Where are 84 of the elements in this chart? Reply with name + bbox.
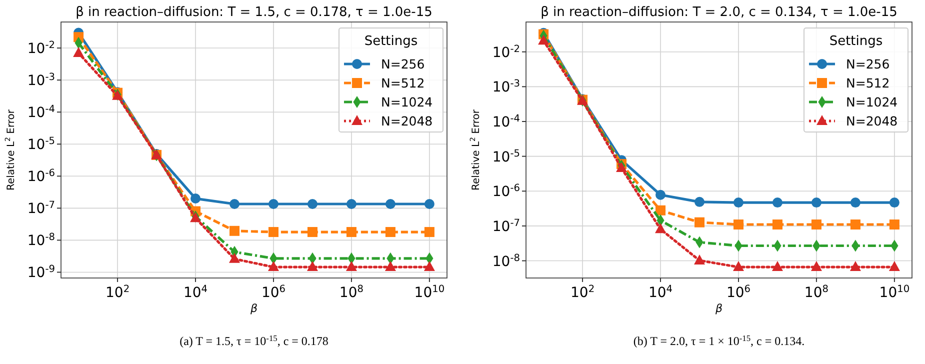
point bbox=[190, 194, 201, 204]
point bbox=[228, 252, 240, 263]
y-tick-label: 10$^{-8}$ bbox=[27, 232, 55, 250]
point bbox=[656, 205, 666, 216]
point bbox=[268, 198, 278, 209]
y-tick-label: 10$^{-5}$ bbox=[492, 148, 520, 166]
point bbox=[811, 220, 822, 230]
point bbox=[346, 198, 356, 209]
point bbox=[229, 226, 240, 236]
y-tick-label: 10$^{-2}$ bbox=[492, 43, 520, 61]
point bbox=[694, 196, 704, 207]
x-tick-label: 10$^{10}$ bbox=[879, 284, 910, 301]
point bbox=[810, 261, 822, 272]
point bbox=[772, 198, 782, 208]
x-tick-label: 10$^{6}$ bbox=[261, 284, 286, 301]
x-tick-label: 10$^{8}$ bbox=[804, 284, 828, 301]
point bbox=[307, 198, 318, 209]
legend-title: Settings bbox=[364, 34, 418, 49]
x-tick-label: 10$^{2}$ bbox=[105, 284, 130, 301]
x-axis-title: β bbox=[714, 302, 723, 315]
legend-label: N=2048 bbox=[381, 114, 433, 128]
y-tick-label: 10$^{-8}$ bbox=[492, 252, 520, 270]
chart-title: β in reaction–diffusion: T = 2.0, c = 0.134, τ = 1.0e-15 bbox=[540, 5, 898, 20]
x-tick-label: 10$^{4}$ bbox=[183, 284, 208, 301]
chart-title: β in reaction–diffusion: T = 1.5, c = 0.178, τ = 1.0e-15 bbox=[76, 5, 432, 20]
legend-label: N=512 bbox=[846, 76, 890, 90]
y-tick-label: 10$^{-4}$ bbox=[27, 104, 55, 122]
point bbox=[772, 261, 783, 272]
point bbox=[732, 261, 744, 272]
x-tick-label: 10$^{6}$ bbox=[726, 284, 751, 301]
point bbox=[655, 223, 666, 234]
legend-title: Settings bbox=[829, 34, 883, 49]
y-tick-label: 10$^{-3}$ bbox=[27, 72, 55, 90]
point bbox=[733, 198, 744, 208]
y-tick-label: 10$^{-9}$ bbox=[27, 264, 55, 282]
point bbox=[694, 217, 704, 228]
y-tick-label: 10$^{-5}$ bbox=[27, 136, 55, 154]
legend-label: N=256 bbox=[381, 56, 425, 72]
x-tick-label: 10$^{8}$ bbox=[339, 284, 364, 301]
point bbox=[850, 198, 860, 208]
legend-label: N=256 bbox=[846, 56, 890, 72]
y-tick-label: 10$^{-3}$ bbox=[492, 78, 520, 96]
legend-label: N=2048 bbox=[846, 114, 898, 128]
point bbox=[811, 198, 822, 208]
text: (b) T = 2.0, τ = 1 × 10$^{-15}$, c = 0.134. bbox=[633, 334, 805, 348]
x-tick-label: 10$^{2}$ bbox=[570, 284, 595, 301]
y-tick-label: 10$^{-4}$ bbox=[492, 112, 520, 130]
x-tick-label: 10$^{10}$ bbox=[414, 284, 445, 301]
point bbox=[73, 46, 84, 57]
point bbox=[346, 261, 357, 272]
point bbox=[346, 227, 356, 238]
point bbox=[850, 261, 861, 272]
y-tick-label: 10$^{-2}$ bbox=[27, 40, 55, 58]
y-tick-label: 10$^{-7}$ bbox=[27, 200, 55, 218]
point bbox=[538, 34, 550, 45]
point bbox=[889, 198, 900, 208]
point bbox=[889, 220, 900, 230]
legend-label: N=1024 bbox=[381, 94, 433, 110]
y-tick-label: 10$^{-6}$ bbox=[492, 182, 520, 200]
point bbox=[424, 261, 435, 272]
point bbox=[307, 227, 318, 238]
point bbox=[268, 227, 278, 238]
point bbox=[385, 227, 396, 238]
point bbox=[384, 261, 396, 272]
point bbox=[424, 198, 434, 209]
point bbox=[888, 261, 900, 272]
x-tick-label: 10$^{4}$ bbox=[648, 284, 673, 301]
x-axis-title: β bbox=[249, 302, 258, 315]
point bbox=[616, 162, 628, 172]
point bbox=[306, 261, 318, 272]
point bbox=[268, 261, 279, 272]
point bbox=[229, 198, 240, 209]
y-tick-label: 10$^{-7}$ bbox=[492, 217, 520, 235]
point bbox=[694, 254, 705, 264]
point bbox=[656, 190, 666, 200]
point bbox=[772, 220, 782, 230]
legend-label: N=512 bbox=[381, 76, 425, 90]
point bbox=[733, 220, 744, 230]
y-tick-label: 10$^{-6}$ bbox=[27, 168, 55, 186]
legend-label: N=1024 bbox=[846, 94, 898, 110]
point bbox=[424, 227, 434, 238]
text: (a) T = 1.5, τ = 10$^{-15}$, c = 0.178 bbox=[180, 334, 328, 348]
point bbox=[850, 220, 860, 230]
point bbox=[385, 198, 396, 209]
